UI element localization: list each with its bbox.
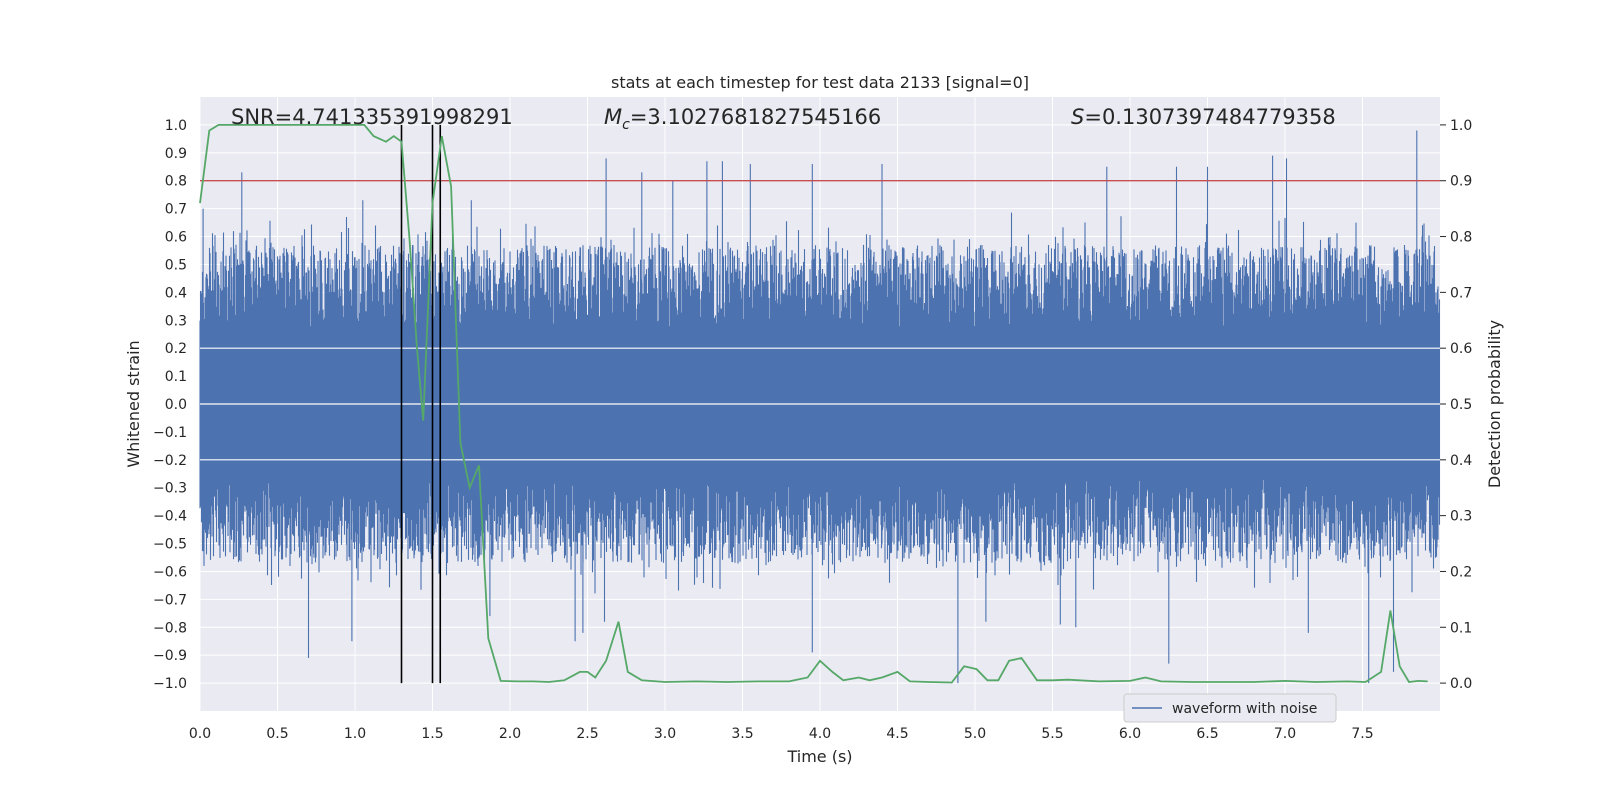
x-tick-label: 2.5	[576, 726, 598, 742]
waveform-series	[199, 130, 1441, 684]
y-tick-label: 0.7	[165, 202, 187, 218]
legend-box	[1123, 693, 1337, 723]
y-tick-label: −0.5	[153, 537, 187, 553]
y2-tick-label: 0.1	[1450, 620, 1472, 636]
y2-tick-label: 0.5	[1450, 397, 1472, 413]
y2-tick-label: 1.0	[1450, 118, 1472, 134]
y2-tick-label: 0.4	[1450, 453, 1472, 469]
x-axis-label: Time (s)	[786, 747, 852, 766]
y-tick-label: 0.2	[165, 341, 187, 357]
x-tick-label: 3.0	[654, 726, 676, 742]
x-tick-label: 5.0	[964, 726, 986, 742]
x-tick-label: 6.5	[1196, 726, 1218, 742]
y-tick-label: 0.0	[165, 397, 187, 413]
waveform-line	[199, 130, 1441, 684]
y-tick-label: 0.8	[165, 174, 187, 190]
mc-annotation: Mc=3.1027681827545166	[604, 105, 881, 133]
probability-series	[199, 124, 1428, 684]
x-tick-label: 5.5	[1041, 726, 1063, 742]
y2-tick-label: 0.6	[1450, 341, 1472, 357]
x-tick-label: 4.5	[886, 726, 908, 742]
y2-axis-label: Detection probability	[1485, 320, 1504, 488]
y-tick-label: −0.6	[153, 564, 187, 580]
y2-tick-label: 0.0	[1450, 676, 1472, 692]
legend: waveform with noise	[1123, 693, 1337, 723]
y-tick-label: −0.8	[153, 620, 187, 636]
x-tick-label: 3.5	[731, 726, 753, 742]
y-tick-label: −0.3	[153, 481, 187, 497]
snr-annotation: SNR=4.741335391998291	[231, 105, 513, 129]
x-tick-label: 1.0	[344, 726, 366, 742]
y2-tick-label: 0.9	[1450, 174, 1472, 190]
x-tick-label: 0.5	[266, 726, 288, 742]
x-tick-label: 7.5	[1351, 726, 1373, 742]
y-tick-label: 0.5	[165, 257, 187, 273]
tick-labels: 0.0 0.5 1.0 1.5 2.0 2.5 3.0 3.5 4.0 4.5 5.0 5.5 6.0 6…	[153, 118, 1472, 742]
y2-tick-label: 0.7	[1450, 285, 1472, 301]
y-tick-label: −0.1	[153, 425, 187, 441]
y-tick-label: 0.6	[165, 230, 187, 246]
y2-tick-label: 0.2	[1450, 564, 1472, 580]
x-tick-label: 1.5	[421, 726, 443, 742]
y-tick-label: 0.1	[165, 369, 187, 385]
y-tick-label: 0.4	[165, 285, 187, 301]
x-tick-label: 7.0	[1274, 726, 1296, 742]
y-tick-label: 1.0	[165, 118, 187, 134]
chart-title: stats at each timestep for test data 213…	[611, 73, 1029, 92]
y-axis-label: Whitened strain	[124, 340, 143, 467]
y-tick-label: −0.7	[153, 592, 187, 608]
y-tick-label: −1.0	[153, 676, 187, 692]
y-tick-label: −0.9	[153, 648, 187, 664]
y-tick-label: −0.4	[153, 509, 187, 525]
y2-tick-label: 0.3	[1450, 509, 1472, 525]
y-tick-label: −0.2	[153, 453, 187, 469]
y2-tick-label: 0.8	[1450, 230, 1472, 246]
x-tick-label: 6.0	[1119, 726, 1141, 742]
s-annotation: S=0.1307397484779358	[1071, 105, 1336, 129]
x-tick-label: 0.0	[189, 726, 211, 742]
x-tick-label: 4.0	[809, 726, 831, 742]
x-tick-label: 2.0	[499, 726, 521, 742]
probability-line	[199, 124, 1428, 684]
legend-label: waveform with noise	[1172, 701, 1317, 717]
y-tick-label: 0.9	[165, 146, 187, 162]
y-tick-label: 0.3	[165, 313, 187, 329]
